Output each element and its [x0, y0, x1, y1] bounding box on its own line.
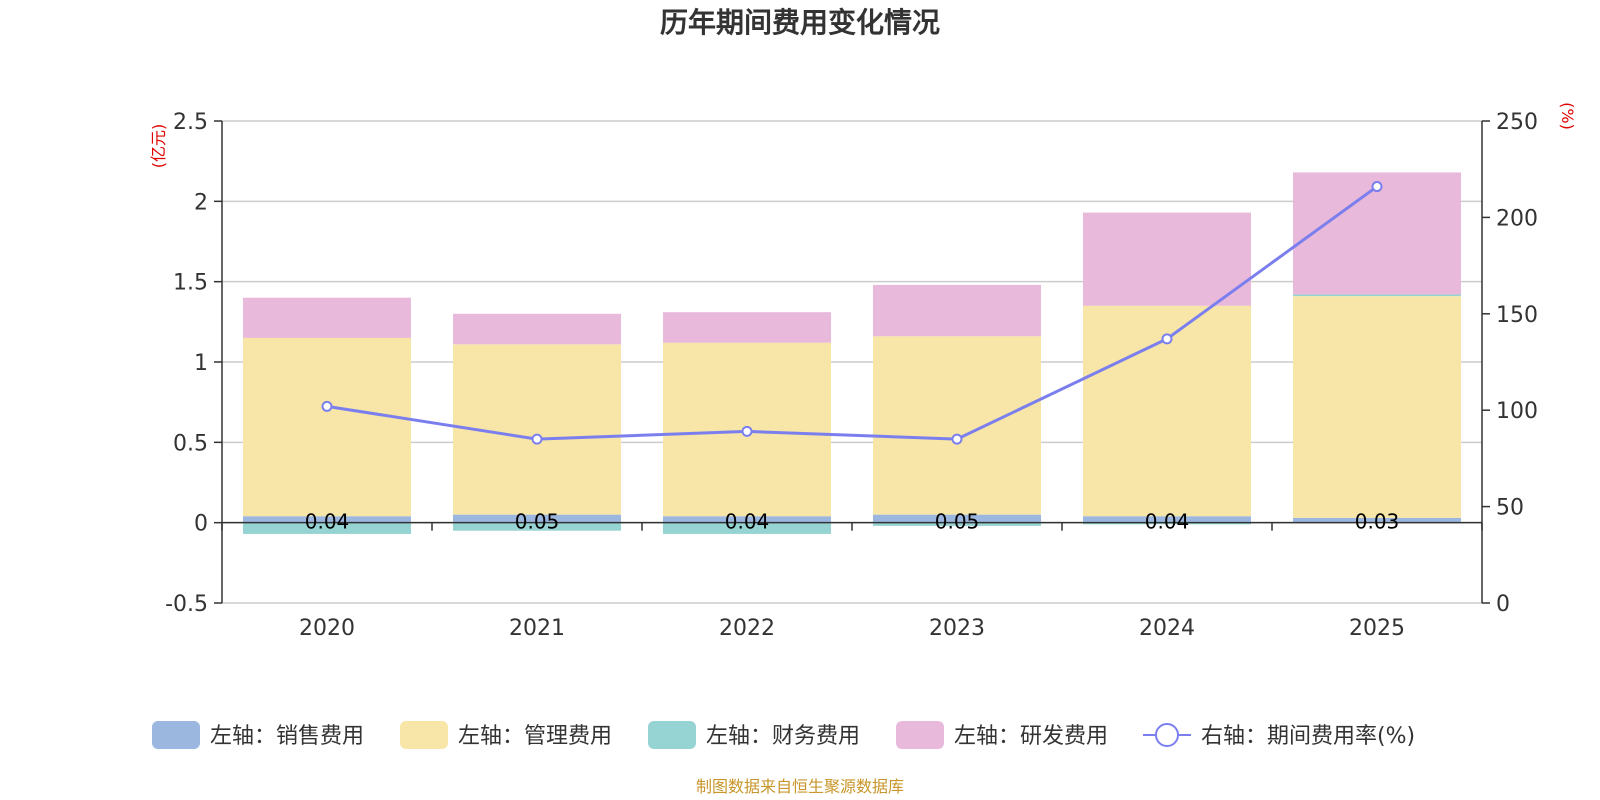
bar-segment [1293, 172, 1461, 295]
legend-label: 左轴：财务费用 [706, 724, 860, 749]
bar-segment [873, 514, 1041, 523]
category-label: 2023 [929, 616, 985, 641]
bar-value-label: 0.04 [725, 510, 770, 534]
right-tick-label: 0 [1496, 592, 1510, 617]
legend-swatch [896, 721, 944, 749]
bar-stack-group [243, 172, 1461, 534]
bar-segment [1083, 522, 1251, 525]
left-tick-label: 2 [194, 190, 208, 215]
category-label: 2024 [1139, 616, 1195, 641]
bar-value-label: 0.05 [515, 510, 560, 534]
legend-swatch [400, 721, 448, 749]
legend-swatch [152, 721, 200, 749]
category-label: 2022 [719, 616, 775, 641]
left-tick-label: 0.5 [173, 431, 208, 456]
bar-segment [1083, 516, 1251, 523]
bar-segment [243, 337, 411, 517]
right-tick-label: 250 [1496, 110, 1538, 135]
expense-rate-point [951, 433, 963, 445]
axes: -0.5 0 0.5 1 1.5 2 2.5 0 50 100 150 200 250 2020 2021 2… [165, 110, 1538, 641]
bar-segment [1293, 296, 1461, 518]
expense-rate-line-group [321, 181, 1383, 445]
bar-segment [1293, 517, 1461, 523]
left-tick-label: 1 [194, 351, 208, 376]
bar-segment [663, 312, 831, 343]
bar-segment [243, 297, 411, 338]
bar-segment [243, 516, 411, 523]
bar-value-label: 0.04 [1145, 510, 1190, 534]
expense-rate-point [1161, 333, 1173, 345]
bar-segment [1293, 294, 1461, 297]
chart-title: 历年期间费用变化情况 [660, 6, 940, 39]
bar-segment [1083, 212, 1251, 306]
bar-segment [873, 522, 1041, 526]
category-label: 2025 [1349, 616, 1405, 641]
legend-label: 左轴：管理费用 [458, 724, 612, 749]
left-tick-label: 2.5 [173, 110, 208, 135]
left-tick-label: -0.5 [165, 592, 208, 617]
bar-value-label: 0.03 [1355, 510, 1400, 534]
expense-rate-point [321, 400, 333, 412]
right-tick-label: 100 [1496, 399, 1538, 424]
right-tick-label: 150 [1496, 303, 1538, 328]
category-label: 2021 [509, 616, 565, 641]
expense-rate-line [326, 185, 1378, 441]
expense-rate-point [1371, 181, 1383, 193]
bar-segment [243, 522, 411, 534]
bar-segment [663, 516, 831, 523]
bar-segment [453, 522, 621, 531]
legend-label: 左轴：研发费用 [954, 724, 1108, 749]
legend-label: 左轴：销售费用 [210, 724, 364, 749]
category-label: 2020 [299, 616, 355, 641]
bar-value-label: 0.04 [305, 510, 350, 534]
source-note: 制图数据来自恒生聚源数据库 [696, 777, 904, 796]
legend: 左轴：销售费用 左轴：管理费用 左轴：财务费用 左轴：研发费用 右轴：期间费用率(%) [152, 721, 1415, 749]
right-tick-label: 200 [1496, 206, 1538, 231]
right-axis-unit: (%) [1558, 102, 1577, 130]
bar-segment [453, 514, 621, 523]
bar-segment [873, 284, 1041, 337]
legend-label: 右轴：期间费用率(%) [1201, 724, 1415, 749]
bar-segment [663, 522, 831, 534]
left-axis-unit: (亿元) [149, 124, 168, 169]
expense-rate-point [741, 425, 753, 437]
bar-value-label: 0.05 [935, 510, 980, 534]
legend-marker [1155, 723, 1179, 747]
bar-segment [873, 336, 1041, 515]
left-tick-label: 0 [194, 512, 208, 537]
right-tick-label: 50 [1496, 496, 1524, 521]
left-tick-label: 1.5 [173, 271, 208, 296]
expense-rate-point [531, 433, 543, 445]
legend-swatch [648, 721, 696, 749]
bar-label-group: 0.04 0.05 0.04 0.05 0.04 0.03 [305, 510, 1400, 534]
bar-segment [453, 313, 621, 345]
